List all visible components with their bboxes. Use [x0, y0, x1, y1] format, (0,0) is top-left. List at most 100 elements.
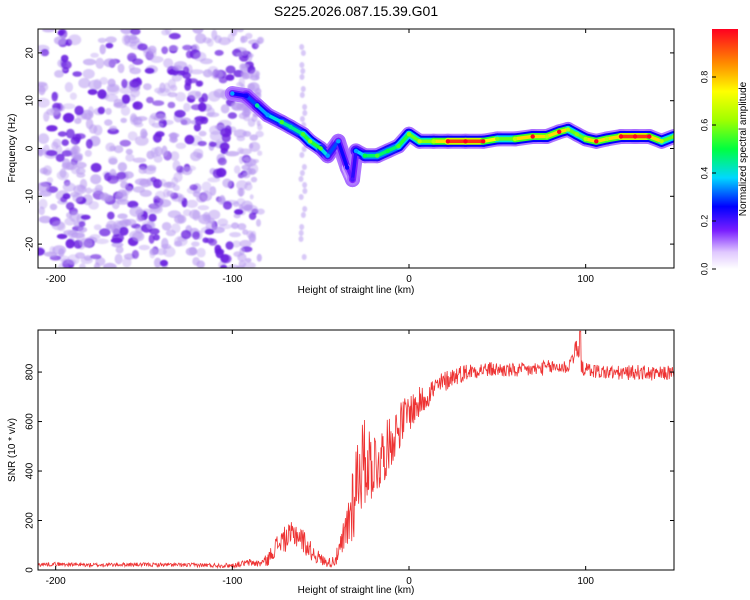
snr-ytick-label: 400	[25, 462, 36, 479]
colorbar: 0.0 0.2 0.4 0.6 0.8 Normalized spectral ampl…	[699, 29, 749, 275]
noise-blob	[152, 234, 160, 241]
noise-streak-blob	[300, 212, 306, 218]
noise-streak-blob	[300, 86, 306, 92]
noise-blob	[144, 67, 155, 74]
noise-blob	[242, 130, 252, 137]
noise-blob	[130, 113, 137, 123]
snr-panel: -200 -100 0 100 0 200 400 600 800 Height of stra…	[7, 329, 675, 596]
noise-blob	[90, 254, 102, 260]
noise-blob	[198, 97, 205, 103]
noise-blob	[69, 211, 81, 223]
noise-blob	[248, 212, 257, 220]
noise-blob	[62, 103, 76, 110]
noise-blob	[61, 139, 69, 147]
ridge-point	[318, 146, 323, 151]
noise-blob	[90, 174, 102, 185]
noise-blob	[159, 259, 168, 267]
noise-blob	[117, 213, 128, 219]
noise-blob	[175, 142, 187, 149]
noise-blob	[171, 223, 181, 234]
noise-blob	[225, 65, 236, 74]
noise-blob	[243, 204, 253, 211]
noise-streak-blob	[299, 116, 305, 122]
noise-blob	[99, 44, 106, 55]
spectrogram-ridge	[224, 86, 674, 188]
noise-streak-blob	[301, 164, 307, 170]
noise-blob	[132, 186, 145, 193]
noise-streak-blob	[298, 194, 304, 200]
noise-blob	[111, 224, 121, 235]
noise-blob	[137, 43, 148, 51]
ridge-point	[463, 139, 468, 144]
noise-blob	[50, 107, 61, 114]
noise-blob	[222, 201, 233, 210]
noise-blob	[185, 50, 193, 59]
snr-plot-area	[38, 330, 674, 570]
noise-blob	[52, 138, 62, 148]
noise-blob	[236, 29, 244, 33]
noise-blob	[88, 201, 99, 210]
noise-blob	[154, 190, 166, 201]
noise-blob	[79, 263, 86, 268]
noise-streak-blob	[299, 170, 305, 176]
noise-blob	[222, 178, 232, 188]
noise-blob	[206, 38, 214, 47]
noise-blob	[59, 168, 67, 179]
ridge-point	[583, 136, 588, 142]
snr-x-axis-label: Height of straight line (km)	[298, 585, 415, 596]
noise-blob	[255, 71, 260, 81]
noise-blob	[100, 192, 109, 200]
noise-blob	[232, 240, 241, 248]
noise-blob	[38, 81, 48, 87]
noise-blob	[38, 182, 50, 193]
ridge-point	[362, 153, 367, 158]
noise-blob	[201, 190, 213, 202]
noise-blob	[229, 232, 242, 238]
colorbar-tick-label: 0.8	[699, 71, 709, 84]
ridge-point	[530, 134, 535, 139]
noise-blob	[217, 157, 227, 166]
ridge-point	[406, 132, 412, 137]
noise-blob	[128, 36, 140, 44]
ridge-segment	[230, 91, 249, 98]
noise-blob	[62, 182, 76, 192]
noise-blob	[43, 251, 58, 257]
noise-streak-blob	[299, 224, 305, 230]
noise-blob	[119, 139, 131, 147]
noise-blob	[192, 29, 204, 34]
noise-blob	[169, 84, 178, 92]
ridge-point	[632, 134, 638, 139]
noise-blob	[256, 208, 265, 215]
noise-blob	[202, 211, 210, 222]
snr-xtick-label: 0	[406, 576, 412, 587]
noise-blob	[75, 252, 86, 259]
noise-streak-blob	[302, 206, 308, 212]
noise-blob	[93, 78, 102, 90]
noise-blob	[113, 98, 124, 107]
noise-blob	[54, 70, 64, 78]
noise-blob	[249, 143, 254, 149]
noise-blob	[167, 101, 176, 109]
noise-blob	[189, 184, 198, 191]
noise-blob	[109, 125, 118, 131]
noise-blob	[38, 198, 48, 210]
noise-blob	[238, 188, 244, 197]
ridge-point	[300, 132, 306, 137]
noise-blob	[242, 229, 249, 235]
ridge-point	[345, 165, 350, 170]
noise-blob	[207, 90, 221, 102]
noise-blob	[90, 52, 99, 58]
noise-blob	[120, 117, 127, 123]
noise-blob	[38, 148, 47, 156]
noise-streak-blob	[302, 110, 308, 116]
noise-blob	[241, 71, 248, 79]
snr-ytick-label: 200	[25, 512, 36, 529]
ridge-point	[396, 143, 401, 149]
colorbar-gradient	[712, 29, 738, 269]
noise-blob	[161, 237, 169, 249]
ridge-point	[671, 134, 674, 139]
noise-blob	[105, 93, 119, 102]
noise-streak-blob	[302, 188, 308, 194]
ridge-point	[265, 112, 270, 118]
noise-blob	[211, 29, 218, 41]
